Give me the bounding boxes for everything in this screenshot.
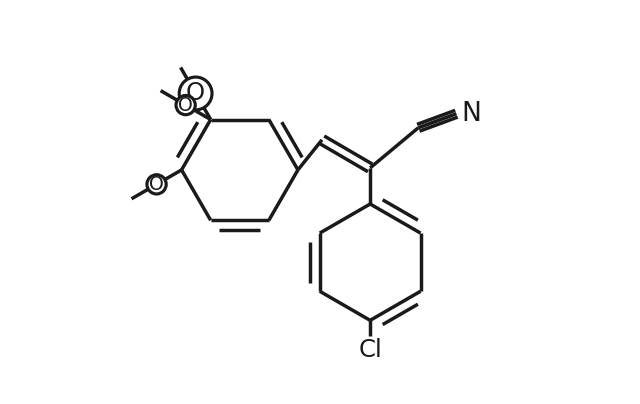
Text: Cl: Cl [358,338,382,362]
Text: O: O [186,82,205,105]
Text: O: O [179,65,180,66]
Text: O: O [180,67,181,68]
Text: O: O [149,175,164,194]
Text: O: O [179,96,193,115]
Circle shape [176,95,195,115]
Circle shape [147,175,166,194]
Text: N: N [461,101,481,127]
